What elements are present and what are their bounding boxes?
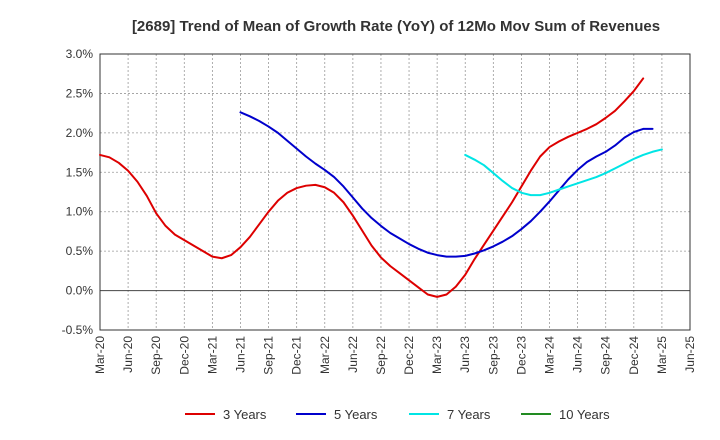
x-tick-label: Jun-23 (458, 336, 472, 373)
legend: 3 Years 5 Years 7 Years 10 Years (185, 407, 610, 422)
series-line-5-years (239, 111, 654, 258)
y-tick-label: 3.0% (66, 47, 94, 61)
x-tick-label: Dec-23 (514, 336, 528, 375)
legend-label: 5 Years (334, 407, 378, 422)
y-axis-tick-labels: 3.0% 2.5% 2.0% 1.5% 1.0% 0.5% 0.0% -0.5% (62, 47, 94, 337)
x-tick-label: Jun-25 (683, 336, 697, 373)
x-tick-label: Mar-25 (655, 336, 669, 374)
y-tick-label: 0.0% (66, 284, 94, 298)
x-tick-label: Sep-23 (486, 336, 500, 375)
x-tick-label: Mar-24 (543, 336, 557, 374)
x-tick-label: Sep-22 (374, 336, 388, 375)
series-layer (99, 77, 663, 298)
y-tick-label: 0.5% (66, 244, 94, 258)
series-line-7-years (464, 148, 663, 197)
legend-label: 3 Years (223, 407, 267, 422)
x-tick-label: Mar-21 (205, 336, 219, 374)
y-tick-label: 1.5% (66, 165, 94, 179)
y-tick-label: 2.5% (66, 86, 94, 100)
x-tick-label: Sep-24 (599, 336, 613, 375)
plot-frame (99, 53, 691, 331)
x-tick-label: Jun-24 (571, 336, 585, 373)
legend-label: 10 Years (559, 407, 610, 422)
x-tick-label: Sep-21 (262, 336, 276, 375)
series-line-3-years (99, 77, 645, 298)
x-tick-label: Dec-24 (627, 336, 641, 375)
x-tick-label: Jun-21 (233, 336, 247, 373)
x-tick-label: Mar-22 (318, 336, 332, 374)
y-tick-label: 2.0% (66, 126, 94, 140)
x-tick-label: Dec-22 (402, 336, 416, 375)
x-tick-label: Jun-20 (121, 336, 135, 373)
y-tick-label: 1.0% (66, 205, 94, 219)
chart-title: [2689] Trend of Mean of Growth Rate (YoY… (132, 18, 660, 35)
x-tick-label: Mar-23 (430, 336, 444, 374)
x-tick-label: Dec-21 (290, 336, 304, 375)
grid (99, 53, 691, 331)
legend-label: 7 Years (447, 407, 491, 422)
y-tick-label: -0.5% (62, 323, 94, 337)
x-axis-tick-labels: Mar-20 Jun-20 Sep-20 Dec-20 Mar-21 Jun-21 Sep-… (93, 336, 697, 375)
x-tick-label: Dec-20 (177, 336, 191, 375)
plot-area-border (99, 53, 691, 331)
x-tick-label: Jun-22 (346, 336, 360, 373)
x-tick-label: Mar-20 (93, 336, 107, 374)
x-tick-label: Sep-20 (149, 336, 163, 375)
